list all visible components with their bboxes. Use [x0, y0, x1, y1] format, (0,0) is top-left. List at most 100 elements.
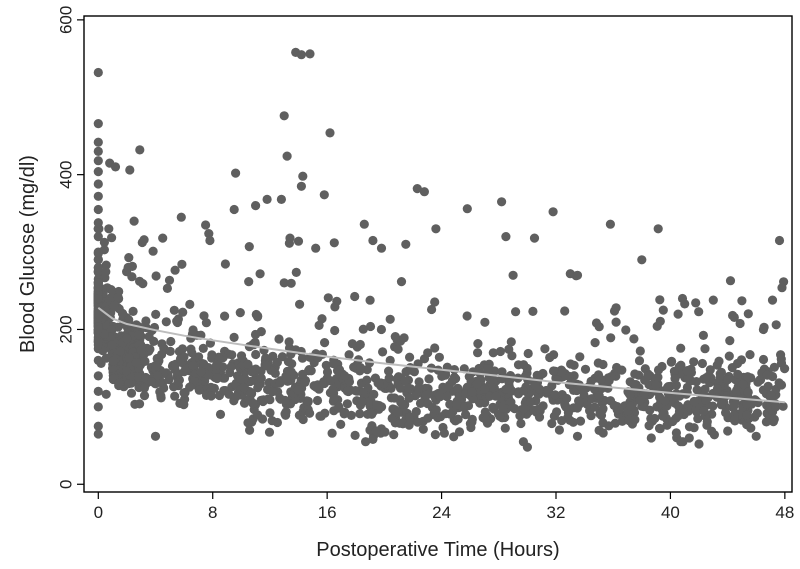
data-point: [196, 367, 206, 377]
data-point: [405, 352, 415, 362]
data-point: [235, 308, 245, 318]
data-point: [140, 373, 150, 383]
data-point: [609, 400, 619, 410]
data-point: [507, 351, 517, 361]
data-point: [758, 354, 769, 365]
data-point: [387, 413, 397, 423]
data-point: [745, 350, 755, 360]
data-point: [528, 306, 538, 316]
data-point: [305, 408, 315, 418]
data-point: [243, 359, 253, 369]
data-point: [554, 425, 565, 435]
data-point: [93, 137, 103, 147]
data-point: [598, 359, 608, 370]
data-point: [565, 269, 575, 279]
data-point: [280, 409, 290, 419]
data-point: [199, 359, 209, 369]
data-point: [540, 344, 550, 354]
data-point: [668, 416, 678, 427]
data-point: [185, 299, 195, 309]
data-point: [562, 393, 572, 404]
data-point: [162, 283, 172, 293]
data-point: [296, 181, 306, 191]
y-tick-label: 200: [57, 315, 76, 343]
data-point: [215, 409, 226, 419]
data-point: [767, 295, 778, 305]
data-point: [725, 336, 735, 346]
data-point: [488, 348, 498, 358]
data-point: [342, 399, 352, 409]
data-point: [598, 428, 608, 438]
data-point: [473, 348, 483, 358]
data-point: [185, 382, 195, 392]
data-point: [738, 379, 748, 389]
data-point: [325, 128, 335, 138]
data-point: [412, 184, 422, 194]
data-point: [259, 395, 269, 405]
data-point: [93, 402, 103, 412]
data-point: [201, 220, 211, 230]
data-point: [255, 269, 265, 279]
data-point: [495, 411, 505, 421]
data-point: [156, 391, 166, 401]
data-point: [480, 407, 490, 417]
data-point: [617, 416, 627, 426]
data-point: [396, 277, 407, 287]
data-point: [763, 381, 773, 391]
data-point: [350, 386, 360, 396]
data-point: [404, 393, 414, 403]
data-point: [131, 358, 141, 368]
data-point: [361, 437, 371, 447]
data-point: [128, 306, 138, 316]
data-point: [93, 167, 103, 177]
x-axis-label: Postoperative Time (Hours): [316, 539, 559, 561]
data-point: [380, 427, 390, 437]
data-point: [575, 416, 586, 426]
data-point: [758, 324, 769, 335]
data-point: [461, 410, 471, 420]
data-point: [698, 330, 709, 340]
data-point: [272, 357, 282, 367]
data-point: [674, 362, 684, 372]
data-point: [300, 377, 310, 387]
data-point: [415, 398, 426, 408]
data-point: [107, 340, 117, 350]
data-point: [176, 212, 186, 222]
data-point: [314, 320, 324, 330]
data-point: [279, 111, 289, 121]
data-point: [500, 423, 510, 433]
data-point: [742, 410, 752, 420]
data-point: [93, 324, 103, 335]
y-axis: 0 200 400 600: [57, 6, 84, 489]
data-point: [621, 325, 631, 335]
data-point: [564, 380, 575, 390]
data-point: [413, 417, 423, 427]
data-point: [93, 232, 103, 242]
data-point: [634, 356, 645, 366]
data-point: [604, 421, 614, 431]
data-point: [166, 336, 176, 347]
data-point: [344, 350, 354, 360]
data-point: [135, 145, 145, 155]
data-point: [286, 278, 296, 288]
data-point: [219, 386, 229, 396]
data-point: [179, 400, 189, 410]
data-point: [506, 337, 516, 347]
data-point: [430, 343, 440, 353]
data-point: [186, 344, 196, 354]
data-point: [653, 365, 664, 375]
data-point: [725, 276, 736, 286]
data-point: [147, 377, 157, 387]
data-point: [712, 384, 723, 394]
data-point: [157, 349, 167, 360]
data-point: [244, 242, 254, 252]
data-point: [498, 403, 508, 413]
data-point: [151, 271, 161, 281]
data-point: [575, 352, 585, 362]
data-point: [434, 352, 444, 362]
data-point: [667, 356, 677, 366]
data-point: [261, 353, 271, 363]
data-point: [283, 357, 293, 367]
data-point: [179, 388, 189, 398]
data-point: [424, 374, 434, 384]
